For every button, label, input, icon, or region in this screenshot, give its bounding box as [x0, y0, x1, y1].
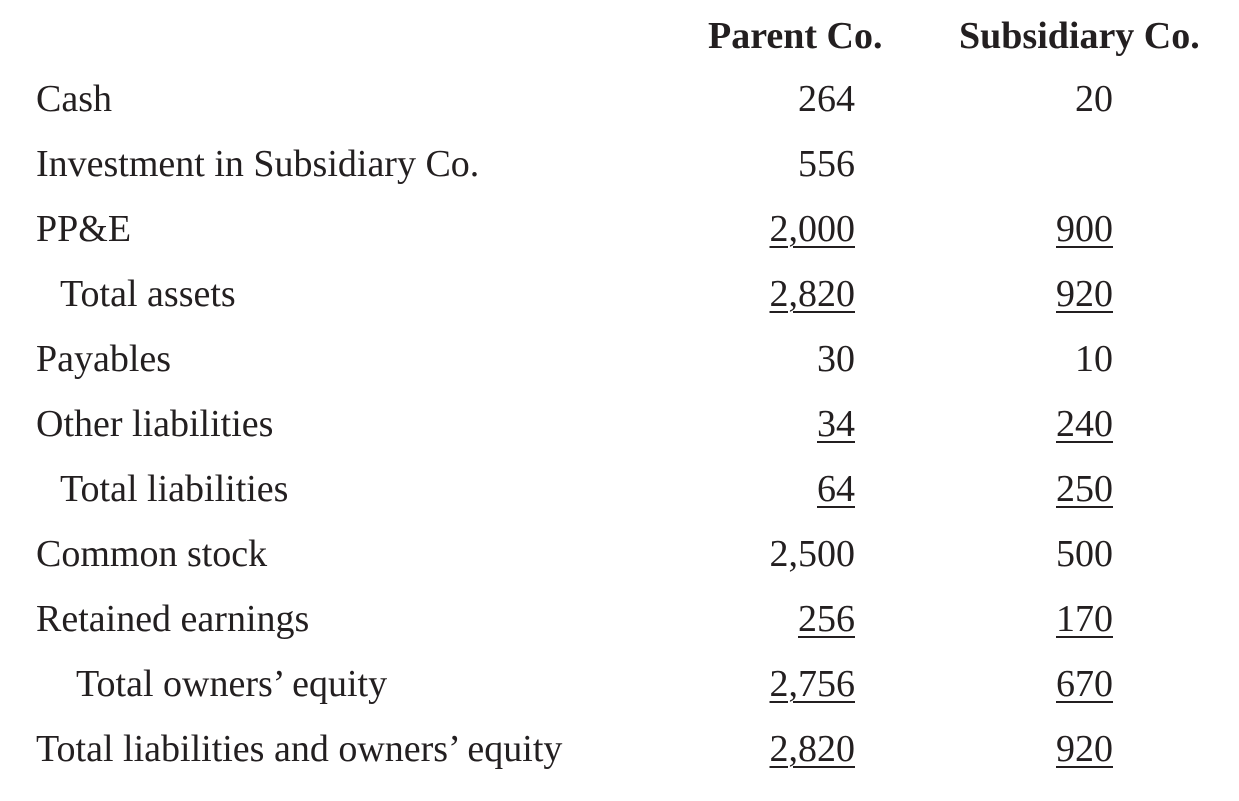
- row-label: Total liabilities: [60, 468, 289, 510]
- parent-value: 556: [798, 143, 855, 185]
- parent-value: 30: [817, 338, 855, 380]
- subsidiary-value: 170: [1056, 598, 1113, 640]
- table-row-payables: Payables 30 10: [0, 327, 1239, 392]
- row-label: Cash: [36, 78, 112, 120]
- row-label: Total assets: [60, 273, 236, 315]
- subsidiary-value: 500: [1056, 533, 1113, 575]
- row-label: Investment in Subsidiary Co.: [36, 143, 480, 185]
- parent-value: 264: [798, 78, 855, 120]
- subsidiary-value: 10: [1075, 338, 1113, 380]
- row-label: Retained earnings: [36, 598, 310, 640]
- table-row-total-liabilities-and-equity: Total liabilities and owners’ equity 2,8…: [0, 717, 1239, 782]
- column-header-subsidiary: Subsidiary Co.: [959, 15, 1200, 57]
- row-label: Other liabilities: [36, 403, 274, 445]
- subsidiary-value: 20: [1075, 78, 1113, 120]
- table-row-common-stock: Common stock 2,500 500: [0, 522, 1239, 587]
- row-label: Common stock: [36, 533, 268, 575]
- row-label: PP&E: [36, 208, 132, 250]
- table-row-total-assets: Total assets 2,820 920: [0, 262, 1239, 327]
- subsidiary-value: 240: [1056, 403, 1113, 445]
- subsidiary-value: 920: [1056, 728, 1113, 770]
- subsidiary-value: 670: [1056, 663, 1113, 705]
- row-label: Payables: [36, 338, 172, 380]
- subsidiary-value: 900: [1056, 208, 1113, 250]
- subsidiary-value: 920: [1056, 273, 1113, 315]
- table-row-investment: Investment in Subsidiary Co. 556: [0, 132, 1239, 197]
- row-label: Total owners’ equity: [76, 663, 388, 705]
- subsidiary-value: 250: [1056, 468, 1113, 510]
- column-header-parent: Parent Co.: [708, 15, 883, 57]
- parent-value: 2,756: [769, 663, 856, 705]
- parent-value: 2,000: [769, 208, 856, 250]
- parent-value: 34: [817, 403, 855, 445]
- table-row-other-liabilities: Other liabilities 34 240: [0, 392, 1239, 457]
- table-row-cash: Cash 264 20: [0, 67, 1239, 132]
- table-row-total-liabilities: Total liabilities 64 250: [0, 457, 1239, 522]
- parent-value: 2,500: [769, 533, 856, 575]
- parent-value: 256: [798, 598, 855, 640]
- parent-value: 2,820: [769, 728, 856, 770]
- table-row-ppe: PP&E 2,000 900: [0, 197, 1239, 262]
- table-row-total-owners-equity: Total owners’ equity 2,756 670: [0, 652, 1239, 717]
- parent-value: 64: [817, 468, 855, 510]
- row-label: Total liabilities and owners’ equity: [36, 728, 563, 770]
- parent-value: 2,820: [769, 273, 856, 315]
- table-row-retained-earnings: Retained earnings 256 170: [0, 587, 1239, 652]
